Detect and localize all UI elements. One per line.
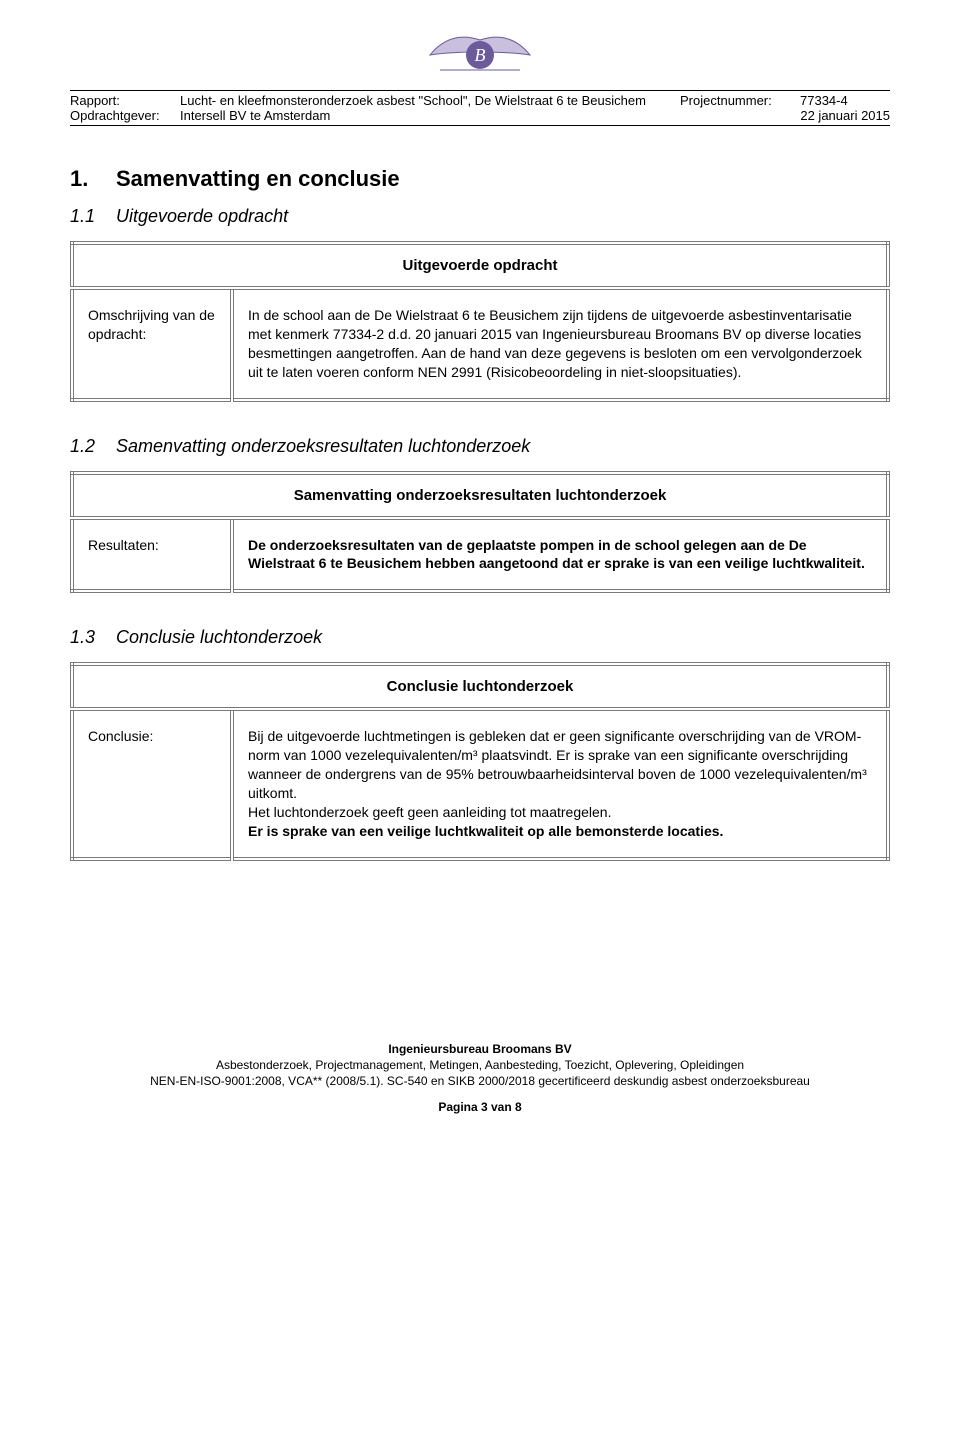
header-label-project: Projectnummer:: [680, 93, 800, 108]
header-label-rapport: Rapport:: [70, 93, 180, 108]
box-1-2-header: Samenvatting onderzoeksresultaten luchto…: [72, 473, 888, 518]
subsection-1-3-num: 1.3: [70, 627, 116, 648]
box-samenvatting-resultaten: Samenvatting onderzoeksresultaten luchto…: [70, 471, 890, 594]
box-uitgevoerde-opdracht: Uitgevoerde opdracht Omschrijving van de…: [70, 241, 890, 402]
box-1-2-label: Resultaten:: [72, 518, 232, 592]
header-label-opdrachtgever: Opdrachtgever:: [70, 108, 180, 123]
box-1-1-text: In de school aan de De Wielstraat 6 te B…: [232, 288, 888, 400]
box-1-3-text: Bij de uitgevoerde luchtmetingen is gebl…: [232, 709, 888, 858]
subsection-1-1-heading: 1.1Uitgevoerde opdracht: [70, 206, 890, 227]
header-meta: Rapport: Lucht- en kleefmonsteronderzoek…: [70, 91, 890, 125]
subsection-1-1-num: 1.1: [70, 206, 116, 227]
subsection-1-2-num: 1.2: [70, 436, 116, 457]
footer-certifications: NEN-EN-ISO-9001:2008, VCA** (2008/5.1). …: [70, 1073, 890, 1089]
header-value-opdrachtgever: Intersell BV te Amsterdam: [180, 108, 680, 123]
header-value-date: 22 januari 2015: [800, 108, 890, 123]
subsection-1-2-heading: 1.2Samenvatting onderzoeksresultaten luc…: [70, 436, 890, 457]
section-1-title: Samenvatting en conclusie: [116, 166, 400, 191]
box-conclusie: Conclusie luchtonderzoek Conclusie: Bij …: [70, 662, 890, 860]
box-1-3-text-p1: Bij de uitgevoerde luchtmetingen is gebl…: [248, 728, 867, 801]
box-1-3-text-bold: Er is sprake van een veilige luchtkwalit…: [248, 823, 723, 839]
svg-text:B: B: [475, 45, 486, 65]
footer-company: Ingenieursbureau Broomans BV: [70, 1041, 890, 1057]
footer-services: Asbestonderzoek, Projectmanagement, Meti…: [70, 1057, 890, 1073]
box-1-3-label: Conclusie:: [72, 709, 232, 858]
header-rule-bottom: [70, 125, 890, 126]
company-logo: B: [420, 20, 540, 80]
section-1-heading: 1.Samenvatting en conclusie: [70, 166, 890, 192]
box-1-2-text: De onderzoeksresultaten van de geplaatst…: [232, 518, 888, 592]
box-1-1-header: Uitgevoerde opdracht: [72, 243, 888, 288]
subsection-1-3-title: Conclusie luchtonderzoek: [116, 627, 322, 647]
subsection-1-3-heading: 1.3Conclusie luchtonderzoek: [70, 627, 890, 648]
box-1-3-text-p2: Het luchtonderzoek geeft geen aanleiding…: [248, 804, 611, 820]
box-1-3-header: Conclusie luchtonderzoek: [72, 664, 888, 709]
subsection-1-2-title: Samenvatting onderzoeksresultaten luchto…: [116, 436, 530, 456]
page-footer: Ingenieursbureau Broomans BV Asbestonder…: [70, 1041, 890, 1116]
subsection-1-1-title: Uitgevoerde opdracht: [116, 206, 288, 226]
header-value-rapport: Lucht- en kleefmonsteronderzoek asbest "…: [180, 93, 680, 108]
section-1-num: 1.: [70, 166, 116, 192]
box-1-1-label: Omschrijving van de opdracht:: [72, 288, 232, 400]
header-value-project: 77334-4: [800, 93, 848, 108]
footer-page-number: Pagina 3 van 8: [70, 1099, 890, 1115]
